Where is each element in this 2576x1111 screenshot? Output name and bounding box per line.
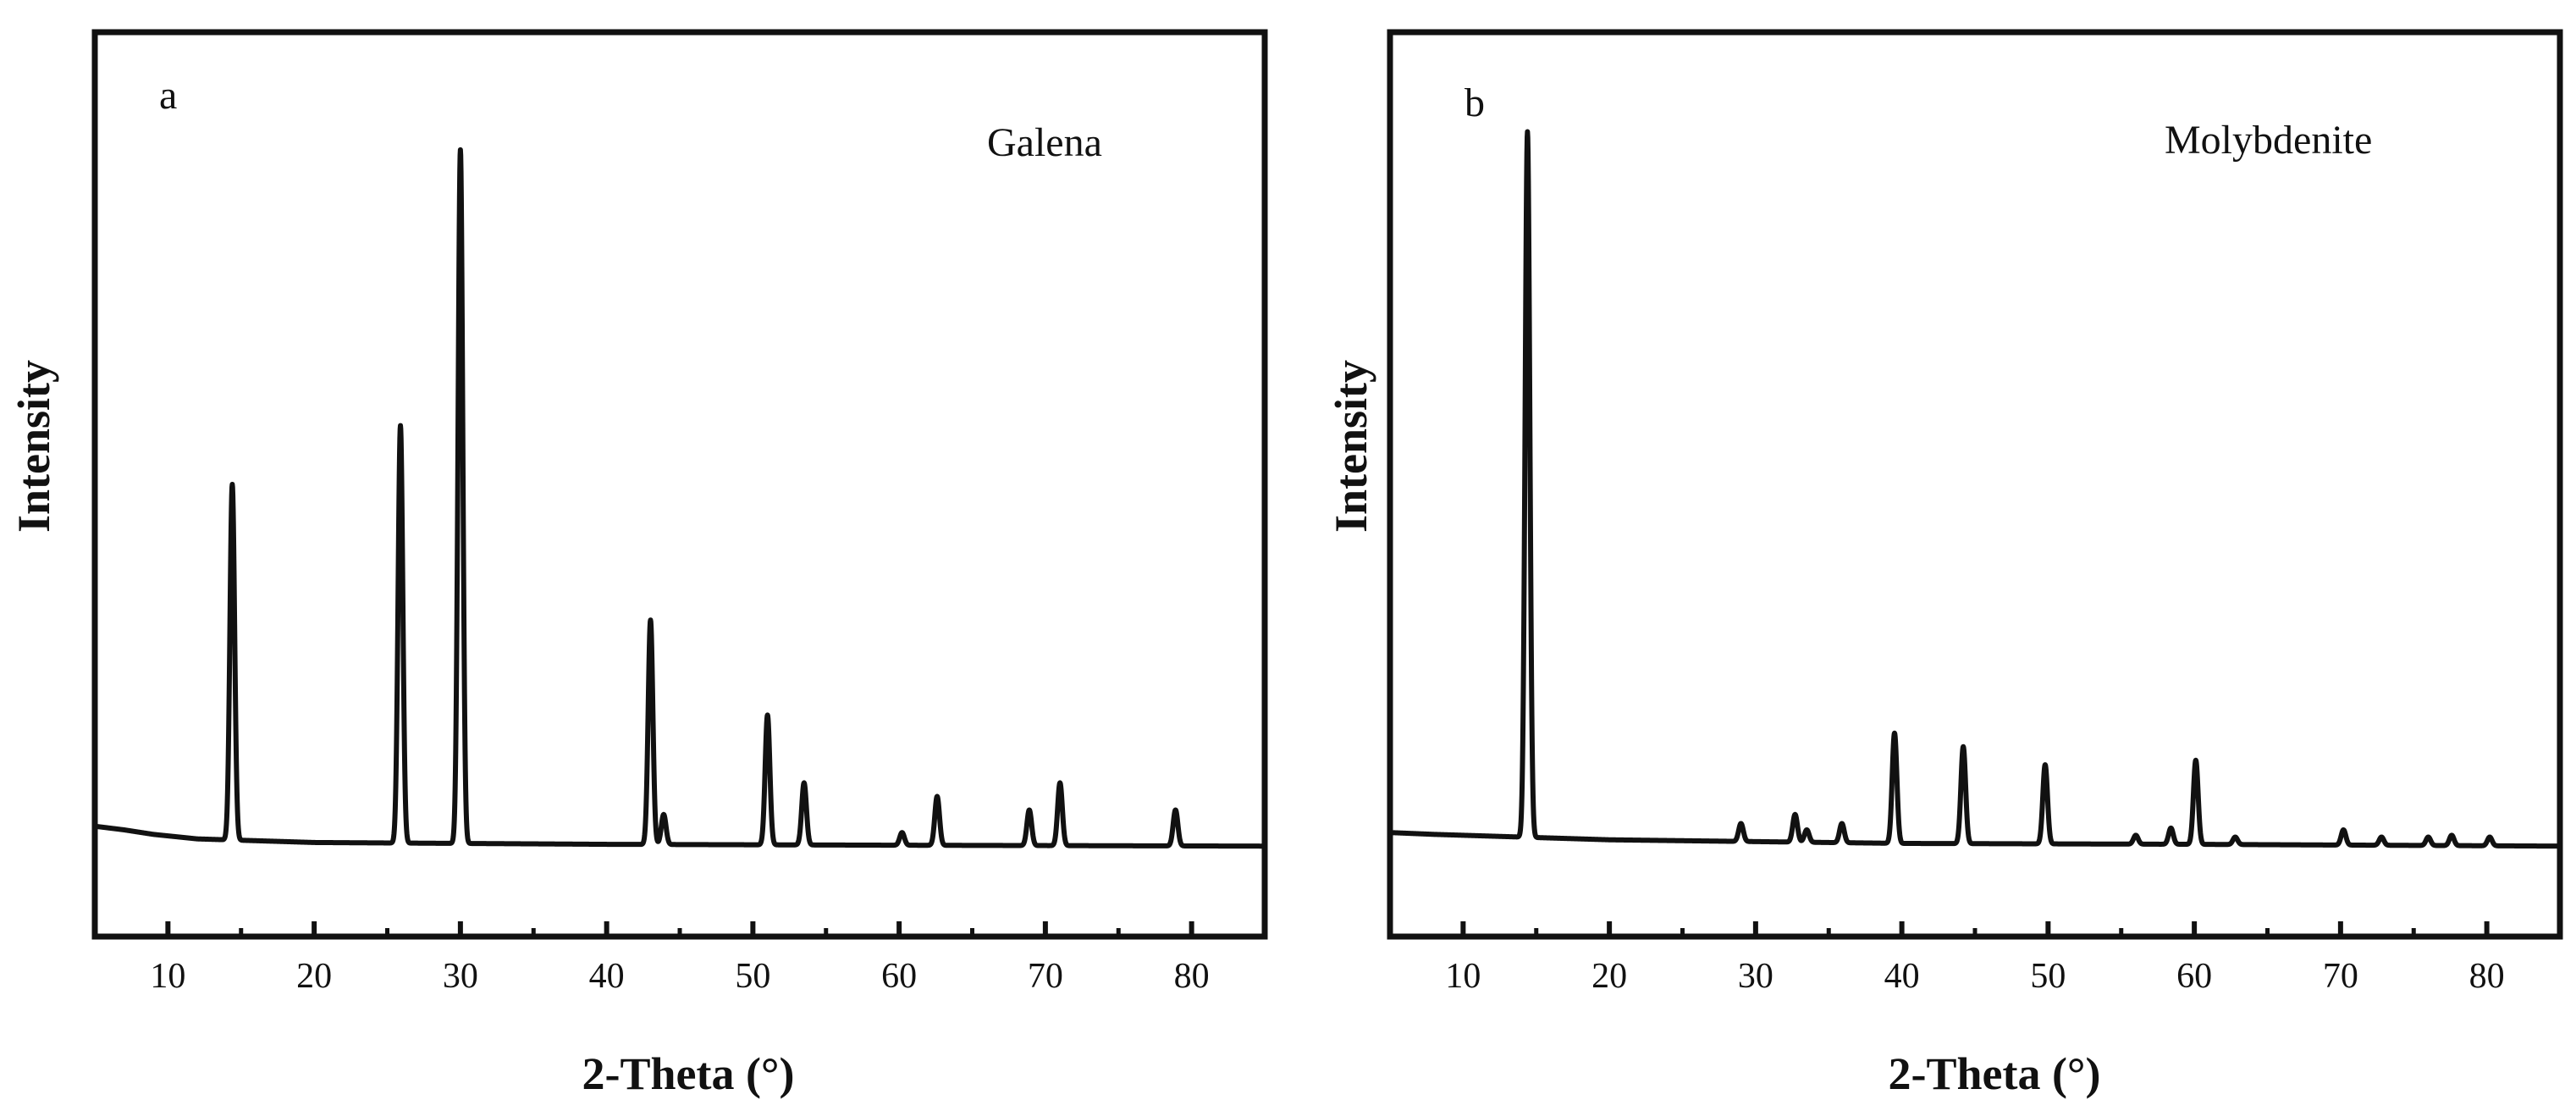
panel-molybdenite: 10 20 30 40 50 60 70 80 b Molybdenite 2-Theta (… <box>1326 29 2563 1099</box>
panel-title-molybdenite: Molybdenite <box>2165 118 2372 163</box>
x-tick-label: 20 <box>296 957 332 996</box>
x-tick-label: 60 <box>881 957 917 996</box>
y-axis-title-a: Intensity <box>8 360 59 533</box>
plot-frame-b <box>1387 29 2563 940</box>
x-tick-label: 50 <box>2030 957 2066 996</box>
x-tick-label: 20 <box>1591 957 1627 996</box>
x-tick-label: 80 <box>2469 957 2505 996</box>
galena-xrd-pattern <box>92 146 1267 849</box>
panel-title-galena: Galena <box>987 120 1102 165</box>
x-tick-label: 10 <box>150 957 185 996</box>
x-tick-label: 80 <box>1174 957 1210 996</box>
y-axis-title-b: Intensity <box>1326 360 1376 533</box>
panel-galena: 10 20 30 40 50 60 70 80 a Galena 2-Theta (°) In… <box>8 29 1268 1099</box>
x-tick-label: 40 <box>1884 957 1920 996</box>
x-tick-label: 70 <box>1028 957 1063 996</box>
x-axis-title-b: 2-Theta (°) <box>1888 1048 2100 1099</box>
x-tick-label: 10 <box>1445 957 1481 996</box>
plot-frame-a <box>91 29 1268 940</box>
x-tick-label: 40 <box>589 957 625 996</box>
x-axis-title-a: 2-Theta (°) <box>582 1048 794 1099</box>
panel-label-a: a <box>159 73 177 118</box>
x-tick-labels-a: 10 20 30 40 50 60 70 80 <box>150 957 1209 996</box>
x-tick-label: 60 <box>2176 957 2212 996</box>
x-tick-label: 30 <box>1738 957 1773 996</box>
x-tick-labels-b: 10 20 30 40 50 60 70 80 <box>1445 957 2504 996</box>
x-tick-label: 50 <box>735 957 770 996</box>
x-tick-label: 70 <box>2323 957 2358 996</box>
molybdenite-xrd-pattern <box>1387 129 2562 849</box>
x-tick-label: 30 <box>443 957 478 996</box>
panel-label-b: b <box>1465 80 1485 125</box>
